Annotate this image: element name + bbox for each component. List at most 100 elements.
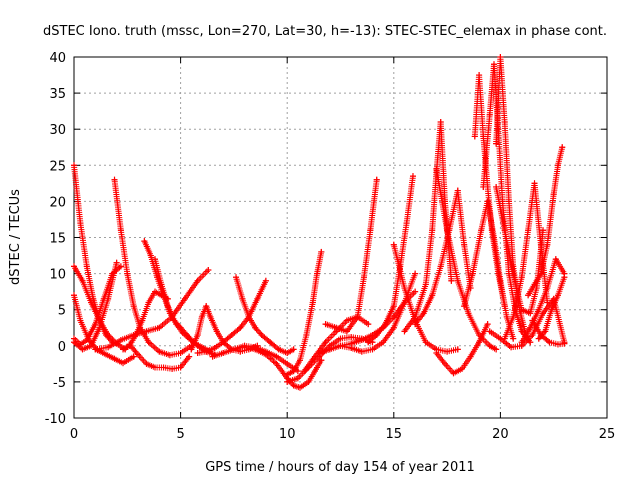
- data-point: [450, 370, 457, 377]
- data-point: [484, 198, 491, 205]
- data-point: [198, 313, 205, 320]
- data-point: [422, 281, 429, 288]
- data-point: [369, 346, 376, 353]
- data-point: [198, 344, 205, 351]
- data-point: [262, 351, 269, 358]
- data-point: [348, 340, 355, 347]
- data-point: [527, 310, 534, 317]
- data-point: [117, 337, 124, 344]
- data-series: [71, 54, 568, 391]
- data-point: [141, 238, 148, 245]
- data-point: [401, 328, 408, 335]
- data-point: [194, 331, 201, 338]
- data-point: [518, 328, 525, 335]
- data-point: [550, 295, 557, 302]
- data-point: [147, 252, 154, 259]
- data-point: [554, 341, 561, 348]
- data-point: [71, 292, 77, 299]
- series-9: [126, 341, 193, 372]
- series-39: [529, 317, 568, 348]
- axis-ticks: 0 5 10 15 20 25 -10 -5 0 5 10 15 20 25 30 35 40: [45, 51, 616, 442]
- y-tick-label: 15: [49, 232, 66, 247]
- y-tick-label: -10: [45, 412, 66, 427]
- data-point: [134, 351, 141, 358]
- data-point: [333, 324, 340, 331]
- data-point: [220, 350, 227, 357]
- data-point: [252, 346, 259, 353]
- data-point: [290, 346, 297, 353]
- data-point: [480, 183, 487, 190]
- data-point: [262, 277, 269, 284]
- data-point: [444, 227, 451, 234]
- data-point: [117, 227, 124, 234]
- data-point: [540, 310, 547, 317]
- data-point: [203, 348, 210, 355]
- data-point: [412, 288, 419, 295]
- series-17: [284, 248, 325, 378]
- data-point: [454, 187, 461, 194]
- data-point: [459, 365, 466, 372]
- data-point: [554, 162, 561, 169]
- data-point: [559, 144, 566, 151]
- data-point: [130, 331, 137, 338]
- data-point: [267, 339, 274, 346]
- data-point: [79, 346, 86, 353]
- data-point: [130, 303, 137, 310]
- data-point: [252, 324, 259, 331]
- data-point: [491, 234, 498, 241]
- data-point: [311, 353, 318, 360]
- data-point: [230, 346, 237, 353]
- data-point: [493, 140, 500, 147]
- data-point: [92, 321, 99, 328]
- data-point: [441, 198, 448, 205]
- data-point: [412, 270, 419, 277]
- data-point: [433, 350, 440, 357]
- data-point: [109, 270, 116, 277]
- data-point: [422, 339, 429, 346]
- data-point: [510, 270, 517, 277]
- data-point: [476, 339, 483, 346]
- data-point: [177, 350, 184, 357]
- data-point: [207, 313, 214, 320]
- x-tick-label: 5: [176, 427, 184, 442]
- data-point: [284, 371, 291, 378]
- series-1-markers: [71, 162, 116, 346]
- data-point: [518, 274, 525, 281]
- data-point: [437, 118, 444, 125]
- data-point: [380, 324, 387, 331]
- series-14: [233, 274, 297, 357]
- data-point: [92, 346, 99, 353]
- data-point: [88, 342, 95, 349]
- y-tick-label: 25: [49, 159, 66, 174]
- series-20: [322, 176, 380, 335]
- series-38: [486, 295, 568, 351]
- data-point: [143, 328, 150, 335]
- data-point: [290, 368, 297, 375]
- data-point: [497, 277, 504, 284]
- data-point: [529, 317, 536, 324]
- data-point: [486, 342, 493, 349]
- data-point: [156, 324, 163, 331]
- data-point: [194, 277, 201, 284]
- series-23: [337, 288, 419, 349]
- data-point: [105, 331, 112, 338]
- series-32: [461, 198, 517, 342]
- data-point: [484, 321, 491, 328]
- data-point: [465, 310, 472, 317]
- data-point: [181, 295, 188, 302]
- data-point: [316, 350, 323, 357]
- y-tick-label: 30: [49, 123, 66, 138]
- data-point: [550, 191, 557, 198]
- data-point: [486, 111, 493, 118]
- data-point: [79, 277, 86, 284]
- data-point: [275, 346, 282, 353]
- data-point: [412, 321, 419, 328]
- data-point: [160, 364, 167, 371]
- data-point: [508, 344, 515, 351]
- data-point: [152, 364, 159, 371]
- data-point: [390, 313, 397, 320]
- data-point: [145, 339, 152, 346]
- series-33: [493, 183, 547, 317]
- data-point: [544, 241, 551, 248]
- data-point: [77, 220, 84, 227]
